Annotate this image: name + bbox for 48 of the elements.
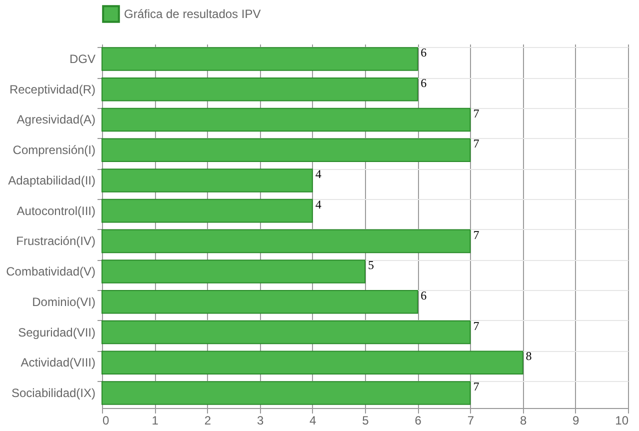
y-tick-label: DGV [69, 52, 96, 66]
bar [102, 320, 471, 344]
y-tick-label: Frustración(IV) [16, 234, 96, 248]
bar [102, 138, 471, 162]
y-tick-label: Dominio(VI) [32, 294, 96, 309]
x-tick-label: 5 [362, 414, 370, 428]
y-tick-label: Comprensión(I) [12, 143, 96, 158]
data-label: 8 [526, 349, 532, 364]
x-tick-label: 10 [615, 414, 629, 428]
x-tick-label: 2 [204, 414, 212, 428]
bar [102, 78, 418, 102]
data-label: 7 [473, 228, 480, 242]
y-tick-label: Agresividad(A) [16, 112, 96, 127]
bar [102, 381, 471, 405]
y-tick-label: Autocontrol(III) [16, 204, 96, 218]
bar [102, 290, 418, 314]
data-label: 6 [420, 46, 427, 60]
bar [102, 47, 418, 71]
data-label: 4 [315, 167, 322, 182]
legend-label: Gráfica de resultados IPV [124, 7, 261, 21]
x-tick-label: 0 [102, 414, 110, 428]
y-tick-label: Combatividad(V) [6, 264, 96, 279]
x-tick-label: 1 [152, 414, 159, 428]
x-tick-label: 3 [256, 414, 264, 428]
bar [102, 350, 524, 374]
data-label: 7 [473, 318, 480, 333]
data-label: 4 [315, 197, 322, 212]
x-tick-label: 7 [467, 414, 474, 428]
bar [102, 168, 313, 192]
bar [102, 198, 313, 223]
data-label: 6 [420, 288, 427, 303]
y-tick-label: Actividad(VIII) [20, 356, 96, 370]
data-label: 7 [473, 136, 480, 151]
y-tick-label: Seguridad(VII) [18, 325, 96, 340]
x-tick-label: 6 [414, 414, 422, 428]
bar [102, 260, 366, 284]
x-tick-label: 9 [572, 414, 580, 428]
bar [102, 108, 471, 132]
x-tick-label: 4 [310, 414, 317, 428]
y-tick-label: Sociabilidad(IX) [11, 386, 96, 400]
data-label: 7 [473, 106, 480, 120]
bar [102, 229, 471, 254]
y-tick-label: Adaptabilidad(II) [8, 173, 96, 188]
y-tick-label: Receptividad(R) [9, 82, 96, 96]
data-label: 7 [473, 380, 480, 394]
data-label: 5 [368, 258, 374, 272]
data-label: 6 [420, 76, 427, 90]
x-tick-label: 8 [520, 414, 527, 428]
